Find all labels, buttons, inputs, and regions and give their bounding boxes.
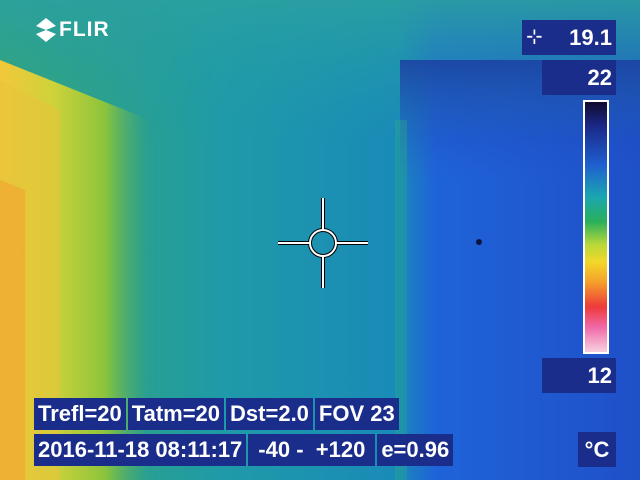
spot-marker-icon: ⊹ bbox=[526, 26, 543, 48]
temperature-range: -40 - +120 bbox=[248, 434, 376, 466]
flir-logo-icon bbox=[36, 18, 56, 42]
spot-meter-readout: ⊹ 19.1 bbox=[522, 20, 616, 55]
flir-logo: FLIR bbox=[36, 18, 110, 42]
status-bar: 2016-11-18 08:11:17 -40 - +120 e=0.96 bbox=[34, 434, 454, 466]
spot-temperature: 19.1 bbox=[569, 25, 612, 50]
logo-text: FLIR bbox=[59, 18, 110, 41]
measurement-parameters: Trefl=20 Tatm=20 Dst=2.0 FOV 23 bbox=[34, 398, 399, 430]
temperature-unit: °C bbox=[578, 432, 616, 467]
scale-max-value: 22 bbox=[542, 60, 616, 95]
cold-spot-marker bbox=[476, 239, 482, 245]
emissivity: e=0.96 bbox=[377, 434, 454, 466]
field-of-view: FOV 23 bbox=[314, 398, 399, 430]
timestamp: 2016-11-18 08:11:17 bbox=[34, 434, 247, 466]
reflected-temperature: Trefl=20 bbox=[34, 398, 126, 430]
center-crosshair bbox=[278, 198, 368, 288]
temperature-scale-bar bbox=[583, 100, 609, 354]
distance: Dst=2.0 bbox=[226, 398, 313, 430]
scale-min-value: 12 bbox=[542, 358, 616, 393]
atmospheric-temperature: Tatm=20 bbox=[127, 398, 225, 430]
